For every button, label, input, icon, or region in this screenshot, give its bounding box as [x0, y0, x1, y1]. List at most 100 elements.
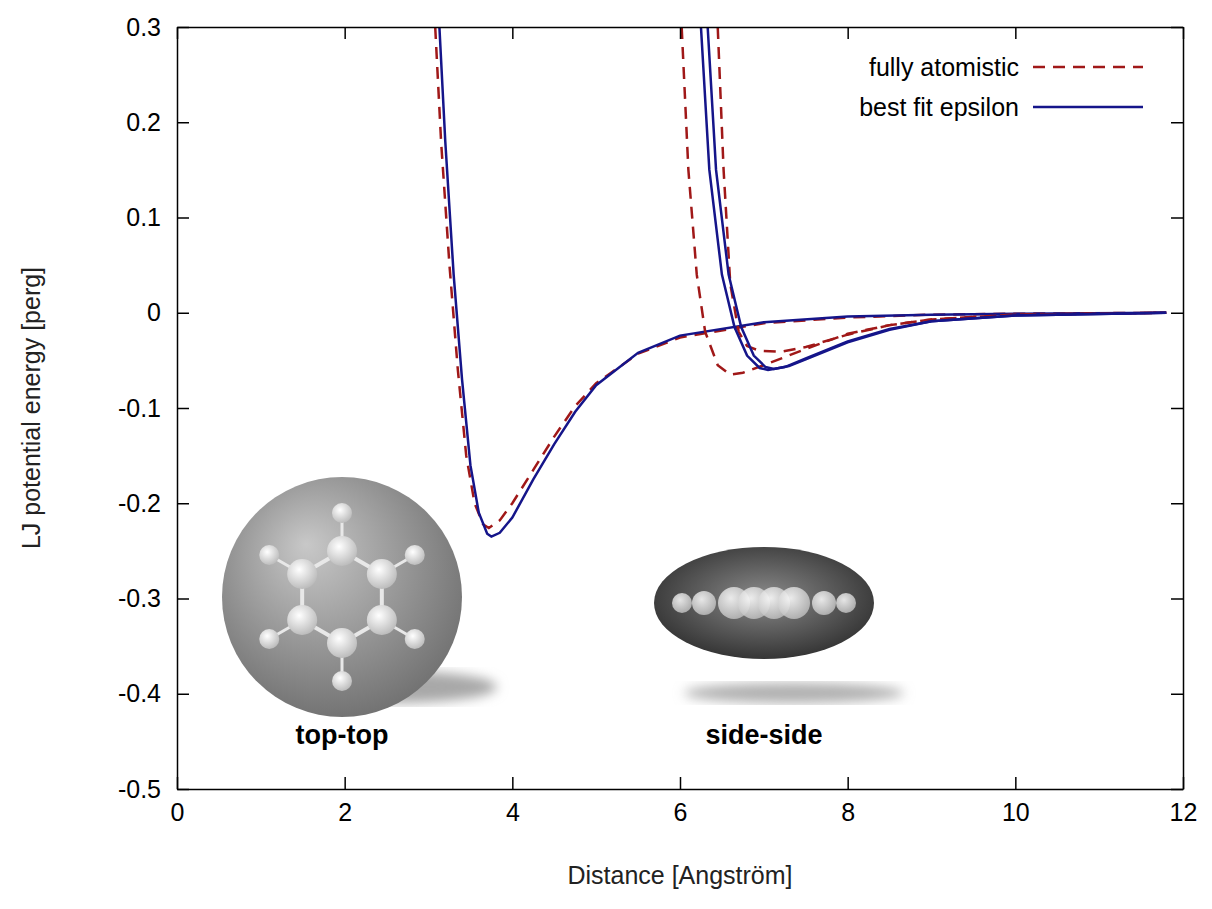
tick-mark: [1171, 27, 1183, 29]
tick-mark: [177, 122, 189, 124]
tick: [1171, 313, 1183, 314]
tick-mark: [177, 217, 189, 219]
tick-mark: [1171, 694, 1183, 696]
y-axis: -0.5 -0.4 -0.3 -0.2 -0.1 0 0.1 0.2 0.3: [118, 13, 189, 803]
tick-label: 2: [338, 798, 352, 826]
atom: [327, 628, 357, 658]
tick-label: -0.5: [118, 775, 161, 803]
tick-mark: [344, 27, 346, 39]
ellipsoid: [654, 547, 874, 659]
atom: [812, 591, 836, 615]
atom: [287, 605, 317, 635]
tick-mark: [847, 777, 849, 789]
atom: [405, 629, 425, 649]
tick: [512, 27, 513, 39]
tick: -0.3: [118, 584, 189, 612]
atom: [367, 605, 397, 635]
atom: [405, 545, 425, 565]
tick: -0.1: [118, 394, 189, 422]
tick-mark: [680, 27, 682, 39]
tick: 0.3: [126, 13, 189, 41]
illustrations: [222, 477, 904, 717]
tick: [680, 27, 681, 39]
x-axis-title: Distance [Angström]: [567, 861, 792, 889]
atom: [672, 593, 692, 613]
atom: [259, 545, 279, 565]
atom: [259, 629, 279, 649]
chart: top-topside-side024681012-0.5-0.4-0.3-0.…: [0, 0, 1212, 909]
tick: 10: [1002, 777, 1030, 826]
tick-mark: [177, 503, 189, 505]
tick-mark: [1171, 122, 1183, 124]
tick-label: -0.2: [118, 489, 161, 517]
tick-mark: [344, 777, 346, 789]
tick-label: 6: [674, 798, 688, 826]
atom: [332, 503, 352, 523]
series-line: [708, 27, 1167, 369]
tick: 0: [147, 298, 189, 326]
tick-mark: [177, 694, 189, 696]
tick: 8: [841, 777, 855, 826]
tick: -0.2: [118, 489, 189, 517]
y-axis-title: LJ potential energy [perg]: [17, 267, 45, 549]
atom: [778, 587, 810, 619]
tick: 0.2: [126, 108, 189, 136]
x-axis: 0 2 4 6 8 10 12: [171, 777, 1198, 826]
legend-label: fully atomistic: [869, 53, 1019, 81]
tick-mark: [512, 27, 514, 39]
tick-mark: [1171, 217, 1183, 219]
tick-mark: [680, 777, 682, 789]
annotation: top-top: [296, 720, 389, 750]
tick-label: 0: [171, 798, 185, 826]
atom: [287, 559, 317, 589]
tick-label: 0.2: [126, 108, 161, 136]
tick: [1171, 789, 1183, 790]
tick-mark: [847, 27, 849, 39]
annotation: side-side: [705, 720, 822, 750]
series-line: [718, 27, 1167, 352]
legend-swatch: [1033, 66, 1143, 69]
tick: [1171, 503, 1183, 504]
atom: [836, 593, 856, 613]
tick: [1171, 694, 1183, 695]
y-axis-right: [1171, 28, 1184, 790]
tick-label: -0.3: [118, 584, 161, 612]
series-line: [439, 27, 1166, 537]
tick: [1171, 408, 1183, 409]
tick-label: 12: [1170, 798, 1198, 826]
tick: -0.5: [118, 775, 189, 803]
legend-swatch: [1033, 106, 1143, 109]
tick-mark: [177, 408, 189, 410]
tick-label: 4: [506, 798, 520, 826]
tick-mark: [1171, 408, 1183, 410]
tick-mark: [1015, 27, 1017, 39]
series-line: [701, 27, 1166, 370]
tick: [848, 27, 849, 39]
tick: [1171, 599, 1183, 600]
tick-mark: [1171, 598, 1183, 600]
tick-mark: [1015, 777, 1017, 789]
tick-mark: [1171, 503, 1183, 505]
series-line: [435, 27, 1166, 528]
tick-label: 0.1: [126, 203, 161, 231]
atom: [692, 591, 716, 615]
series-line: [682, 27, 1167, 375]
x-axis-top: [178, 27, 1184, 39]
tick-mark: [177, 27, 189, 29]
atom: [367, 559, 397, 589]
tick-label: 10: [1002, 798, 1030, 826]
tick-mark: [512, 777, 514, 789]
tick-mark: [1171, 313, 1183, 315]
tick-mark: [1171, 789, 1183, 791]
tick: 2: [338, 777, 352, 826]
tick-label: 8: [841, 798, 855, 826]
tick-mark: [177, 313, 189, 315]
tick: 4: [506, 777, 520, 826]
tick: [1015, 27, 1016, 39]
tick-mark: [177, 789, 189, 791]
tick: -0.4: [118, 679, 189, 707]
shadow: [684, 683, 904, 703]
tick: 6: [674, 777, 688, 826]
legend: fully atomisticbest fit epsilon: [859, 53, 1143, 121]
tick-label: 0.3: [126, 13, 161, 41]
